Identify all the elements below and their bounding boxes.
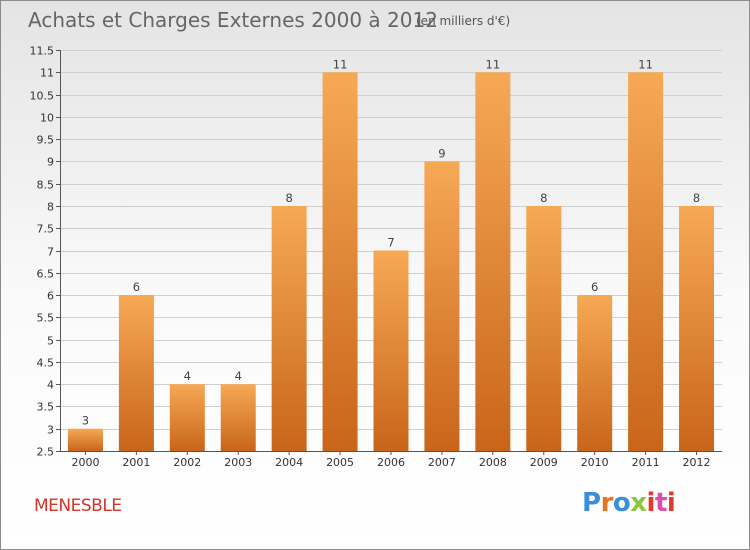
x-tick-label: 2012	[683, 456, 711, 469]
data-label: 4	[184, 369, 191, 383]
y-tick-label: 3	[47, 424, 54, 437]
bar-2007	[424, 161, 460, 451]
x-tick-label: 2001	[122, 456, 150, 469]
brand-logo: Proxiti	[582, 488, 676, 518]
data-label: 9	[438, 146, 445, 160]
y-tick-label: 2.5	[37, 446, 55, 459]
bar-2008	[475, 72, 511, 452]
y-tick-label: 8	[47, 201, 54, 214]
bar-2011	[628, 72, 664, 452]
x-tick-label: 2009	[530, 456, 558, 469]
x-tick-label: 2000	[71, 456, 99, 469]
data-label: 11	[486, 57, 501, 71]
y-tick-label: 5	[47, 335, 54, 348]
data-labels: 3 6 4 4 8 11 7 9 11 8 6 11 8	[82, 57, 700, 427]
y-tick-label: 8.5	[37, 179, 55, 192]
bar-2002	[169, 384, 205, 451]
y-tick-label: 5.5	[37, 312, 55, 325]
y-tick-label: 10.5	[30, 90, 55, 103]
data-label: 7	[387, 236, 394, 250]
x-tick-label: 2003	[224, 456, 252, 469]
brand-letter: i	[666, 488, 676, 518]
brand-letter: i	[646, 488, 656, 518]
bar-2000	[67, 428, 103, 451]
y-tick-label: 7	[47, 246, 54, 259]
brand-letter: r	[600, 488, 614, 518]
y-axis-ticks: 2.5 3 3.5 4 4.5 5 5.5 6 6.5 7 7.5 8 8.5 9 9.5 10 10.5 11 1…	[30, 45, 60, 459]
data-label: 11	[638, 57, 653, 71]
x-tick-label: 2010	[581, 456, 609, 469]
chart-title: Achats et Charges Externes 2000 à 2012	[28, 8, 438, 32]
y-tick-label: 9	[47, 156, 54, 169]
x-tick-label: 2007	[428, 456, 456, 469]
data-label: 8	[285, 191, 292, 205]
x-tick-label: 2004	[275, 456, 303, 469]
brand-letter: o	[612, 488, 631, 518]
y-tick-label: 11	[40, 67, 54, 80]
y-tick-label: 6	[47, 290, 54, 303]
brand-letter: t	[654, 488, 667, 518]
x-tick-label: 2011	[632, 456, 660, 469]
y-tick-label: 10	[40, 112, 54, 125]
data-label: 6	[133, 280, 140, 294]
commune-name: MENESBLE	[34, 496, 122, 516]
x-tick-label: 2006	[377, 456, 405, 469]
data-label: 11	[333, 57, 348, 71]
brand-letter: x	[630, 488, 647, 518]
bar-2004	[271, 205, 307, 451]
y-tick-label: 3.5	[37, 401, 55, 414]
y-tick-label: 4.5	[37, 357, 55, 370]
x-tick-label: 2002	[173, 456, 201, 469]
brand-letter: P	[582, 488, 601, 518]
x-axis-ticks: 2000 2001 2002 2003 2004 2005 2006 2007 2008 2009…	[71, 451, 711, 469]
x-tick-label: 2008	[479, 456, 507, 469]
bar-2009	[526, 205, 562, 451]
bar-2001	[118, 295, 154, 451]
bar-2012	[679, 205, 715, 451]
y-tick-label: 6.5	[37, 268, 55, 281]
chart-subtitle: (en milliers d'€)	[416, 14, 511, 28]
data-label: 6	[591, 280, 598, 294]
bar-2005	[322, 72, 358, 452]
x-tick-label: 2005	[326, 456, 354, 469]
bar-2010	[577, 295, 613, 451]
y-tick-label: 4	[47, 379, 54, 392]
data-label: 3	[82, 414, 89, 428]
bar-2006	[373, 250, 409, 451]
data-label: 8	[540, 191, 547, 205]
y-tick-label: 9.5	[37, 134, 55, 147]
data-label: 4	[235, 369, 242, 383]
bars	[67, 72, 715, 452]
bar-2003	[220, 384, 256, 451]
axes	[60, 50, 722, 452]
data-label: 8	[693, 191, 700, 205]
y-tick-label: 7.5	[37, 223, 55, 236]
y-tick-label: 11.5	[30, 45, 55, 58]
